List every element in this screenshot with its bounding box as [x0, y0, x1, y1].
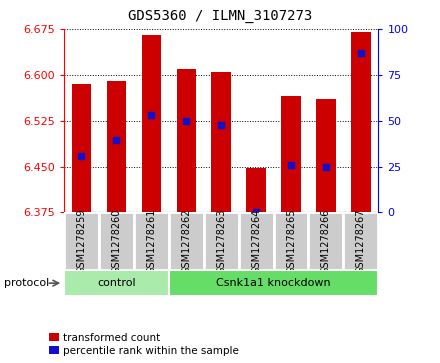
Bar	[169, 212, 204, 270]
Bar	[169, 270, 378, 296]
Bar	[204, 212, 238, 270]
Bar	[351, 32, 370, 212]
Bar	[344, 212, 378, 270]
Text: GSM1278265: GSM1278265	[286, 209, 296, 274]
Text: GSM1278262: GSM1278262	[181, 209, 191, 274]
Text: GSM1278260: GSM1278260	[111, 209, 121, 274]
Bar	[274, 212, 308, 270]
Bar	[142, 35, 161, 212]
Bar	[64, 270, 169, 296]
Bar	[99, 212, 134, 270]
Text: Csnk1a1 knockdown: Csnk1a1 knockdown	[216, 278, 331, 288]
Text: GSM1278264: GSM1278264	[251, 209, 261, 274]
Text: protocol: protocol	[4, 278, 50, 288]
Bar	[316, 99, 336, 212]
Text: GSM1278267: GSM1278267	[356, 209, 366, 274]
Text: GSM1278266: GSM1278266	[321, 209, 331, 274]
Bar	[106, 81, 126, 212]
Bar	[134, 212, 169, 270]
Bar	[212, 72, 231, 212]
Bar	[308, 212, 344, 270]
Bar	[238, 212, 274, 270]
Legend: transformed count, percentile rank within the sample: transformed count, percentile rank withi…	[49, 333, 238, 356]
Bar	[72, 84, 91, 212]
Text: GDS5360 / ILMN_3107273: GDS5360 / ILMN_3107273	[128, 9, 312, 23]
Bar	[246, 168, 266, 212]
Bar	[176, 69, 196, 212]
Text: GSM1278259: GSM1278259	[76, 209, 86, 274]
Bar	[64, 212, 99, 270]
Text: control: control	[97, 278, 136, 288]
Bar	[282, 96, 301, 212]
Text: GSM1278261: GSM1278261	[146, 209, 156, 274]
Text: GSM1278263: GSM1278263	[216, 209, 226, 274]
